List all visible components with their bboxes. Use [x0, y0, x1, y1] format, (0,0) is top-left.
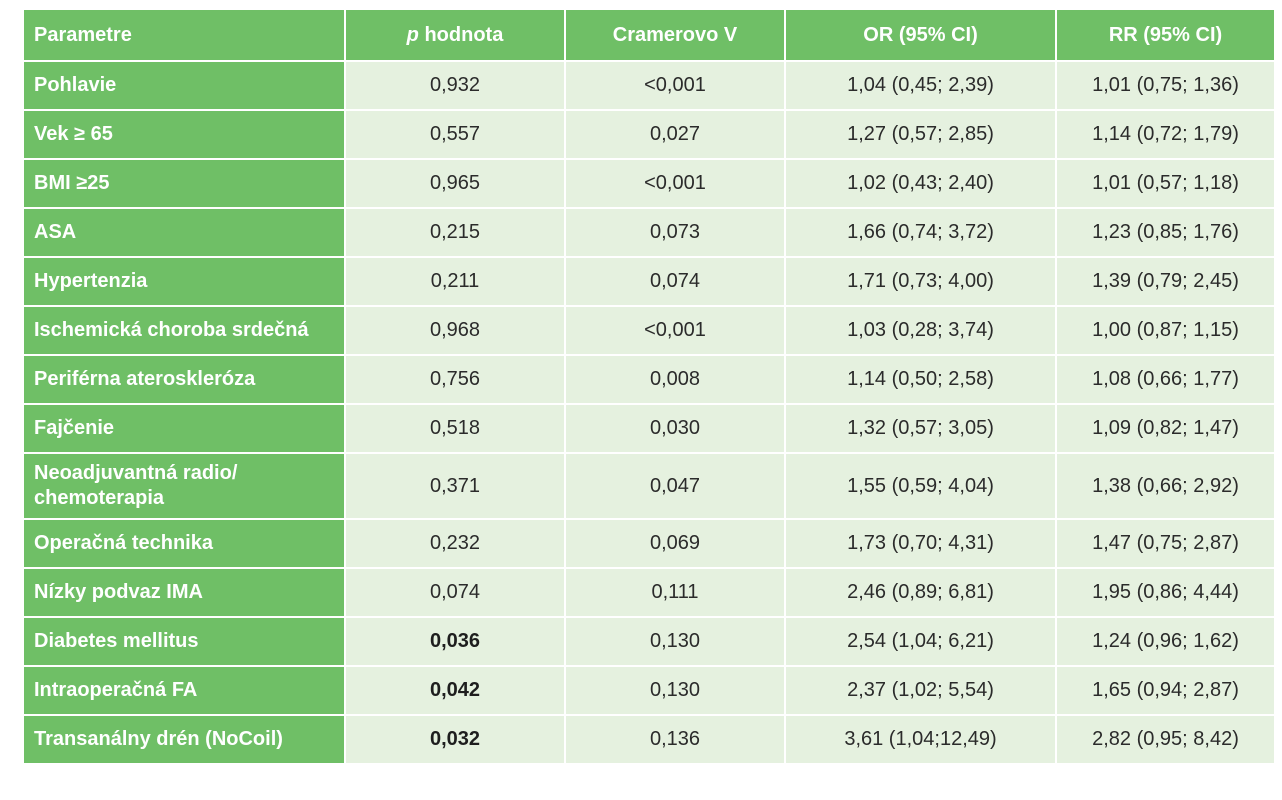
or-cell: 2,46 (0,89; 6,81): [784, 567, 1057, 618]
rr-cell: 1,65 (0,94; 2,87): [1055, 665, 1276, 716]
or-cell: 1,04 (0,45; 2,39): [784, 60, 1057, 111]
p-value-cell: 0,042: [344, 665, 566, 716]
param-cell: Neoadjuvantná radio/ chemoterapia: [22, 452, 346, 520]
or-cell: 1,27 (0,57; 2,85): [784, 109, 1057, 160]
cramer-v-cell: <0,001: [564, 60, 786, 111]
table-body: Pohlavie 0,932 <0,001 1,04 (0,45; 2,39) 1,01…: [22, 60, 1276, 765]
cramer-v-cell: 0,047: [564, 452, 786, 520]
header-p-label: hodnota: [418, 23, 504, 46]
rr-cell: 1,38 (0,66; 2,92): [1055, 452, 1276, 520]
table-row: Hypertenzia 0,211 0,074 1,71 (0,73; 4,00) 1,…: [22, 256, 1276, 307]
table-row: Diabetes mellitus 0,036 0,130 2,54 (1,04; 6…: [22, 616, 1276, 667]
table-header-row: Parametre p hodnota Cramerovo V OR (95% …: [22, 8, 1276, 62]
or-cell: 1,55 (0,59; 4,04): [784, 452, 1057, 520]
header-cramer-v: Cramerovo V: [564, 8, 786, 62]
or-cell: 1,32 (0,57; 3,05): [784, 403, 1057, 454]
rr-cell: 1,23 (0,85; 1,76): [1055, 207, 1276, 258]
p-value-cell: 0,965: [344, 158, 566, 209]
param-cell: ASA: [22, 207, 346, 258]
cramer-v-cell: <0,001: [564, 305, 786, 356]
results-table-container: Parametre p hodnota Cramerovo V OR (95% …: [22, 8, 1276, 765]
p-value-cell: 0,371: [344, 452, 566, 520]
or-cell: 1,73 (0,70; 4,31): [784, 518, 1057, 569]
rr-cell: 2,82 (0,95; 8,42): [1055, 714, 1276, 765]
p-value-cell: 0,756: [344, 354, 566, 405]
rr-cell: 1,00 (0,87; 1,15): [1055, 305, 1276, 356]
table-row: Transanálny drén (NoCoil) 0,032 0,136 3,61 …: [22, 714, 1276, 765]
table-row: BMI ≥25 0,965 <0,001 1,02 (0,43; 2,40) 1,01 …: [22, 158, 1276, 209]
p-value-cell: 0,211: [344, 256, 566, 307]
p-value-cell: 0,215: [344, 207, 566, 258]
table-row: Intraoperačná FA 0,042 0,130 2,37 (1,02; 5,…: [22, 665, 1276, 716]
or-cell: 2,54 (1,04; 6,21): [784, 616, 1057, 667]
cramer-v-cell: 0,069: [564, 518, 786, 569]
or-cell: 1,03 (0,28; 3,74): [784, 305, 1057, 356]
param-cell: Vek ≥ 65: [22, 109, 346, 160]
cramer-v-cell: 0,130: [564, 665, 786, 716]
header-parameter: Parametre: [22, 8, 346, 62]
cramer-v-cell: 0,130: [564, 616, 786, 667]
table-row: Operačná technika 0,232 0,069 1,73 (0,70; 4…: [22, 518, 1276, 569]
param-cell: Diabetes mellitus: [22, 616, 346, 667]
table-row: ASA 0,215 0,073 1,66 (0,74; 3,72) 1,23 (0,85…: [22, 207, 1276, 258]
p-value-cell: 0,074: [344, 567, 566, 618]
param-cell: Operačná technika: [22, 518, 346, 569]
or-cell: 3,61 (1,04;12,49): [784, 714, 1057, 765]
header-rr: RR (95% CI): [1055, 8, 1276, 62]
table-row: Nízky podvaz IMA 0,074 0,111 2,46 (0,89; 6,…: [22, 567, 1276, 618]
table-row: Fajčenie 0,518 0,030 1,32 (0,57; 3,05) 1,09 …: [22, 403, 1276, 454]
or-cell: 2,37 (1,02; 5,54): [784, 665, 1057, 716]
rr-cell: 1,08 (0,66; 1,77): [1055, 354, 1276, 405]
or-cell: 1,14 (0,50; 2,58): [784, 354, 1057, 405]
p-value-cell: 0,036: [344, 616, 566, 667]
cramer-v-cell: <0,001: [564, 158, 786, 209]
table-row: Vek ≥ 65 0,557 0,027 1,27 (0,57; 2,85) 1,14 …: [22, 109, 1276, 160]
param-cell: Hypertenzia: [22, 256, 346, 307]
p-value-cell: 0,518: [344, 403, 566, 454]
param-cell: Periférna ateroskleróza: [22, 354, 346, 405]
table-row: Pohlavie 0,932 <0,001 1,04 (0,45; 2,39) 1,01…: [22, 60, 1276, 111]
results-table: Parametre p hodnota Cramerovo V OR (95% …: [22, 8, 1276, 765]
cramer-v-cell: 0,073: [564, 207, 786, 258]
param-cell: Intraoperačná FA: [22, 665, 346, 716]
param-cell: BMI ≥25: [22, 158, 346, 209]
rr-cell: 1,14 (0,72; 1,79): [1055, 109, 1276, 160]
cramer-v-cell: 0,136: [564, 714, 786, 765]
cramer-v-cell: 0,074: [564, 256, 786, 307]
cramer-v-cell: 0,111: [564, 567, 786, 618]
cramer-v-cell: 0,008: [564, 354, 786, 405]
rr-cell: 1,09 (0,82; 1,47): [1055, 403, 1276, 454]
rr-cell: 1,95 (0,86; 4,44): [1055, 567, 1276, 618]
or-cell: 1,71 (0,73; 4,00): [784, 256, 1057, 307]
or-cell: 1,02 (0,43; 2,40): [784, 158, 1057, 209]
table-row: Periférna ateroskleróza 0,756 0,008 1,14 (0…: [22, 354, 1276, 405]
param-cell: Ischemická choroba srdečná: [22, 305, 346, 356]
param-cell: Nízky podvaz IMA: [22, 567, 346, 618]
or-cell: 1,66 (0,74; 3,72): [784, 207, 1057, 258]
p-value-cell: 0,557: [344, 109, 566, 160]
header-p-value: p hodnota: [344, 8, 566, 62]
p-value-cell: 0,032: [344, 714, 566, 765]
cramer-v-cell: 0,027: [564, 109, 786, 160]
table-row: Neoadjuvantná radio/ chemoterapia 0,371 0,…: [22, 452, 1276, 520]
param-cell: Pohlavie: [22, 60, 346, 111]
rr-cell: 1,01 (0,75; 1,36): [1055, 60, 1276, 111]
table-row: Ischemická choroba srdečná 0,968 <0,001 1,0…: [22, 305, 1276, 356]
rr-cell: 1,47 (0,75; 2,87): [1055, 518, 1276, 569]
rr-cell: 1,24 (0,96; 1,62): [1055, 616, 1276, 667]
cramer-v-cell: 0,030: [564, 403, 786, 454]
param-cell: Fajčenie: [22, 403, 346, 454]
p-value-cell: 0,932: [344, 60, 566, 111]
rr-cell: 1,01 (0,57; 1,18): [1055, 158, 1276, 209]
p-value-cell: 0,968: [344, 305, 566, 356]
param-cell: Transanálny drén (NoCoil): [22, 714, 346, 765]
p-value-cell: 0,232: [344, 518, 566, 569]
rr-cell: 1,39 (0,79; 2,45): [1055, 256, 1276, 307]
header-p-symbol: p: [406, 23, 419, 46]
header-or: OR (95% CI): [784, 8, 1057, 62]
